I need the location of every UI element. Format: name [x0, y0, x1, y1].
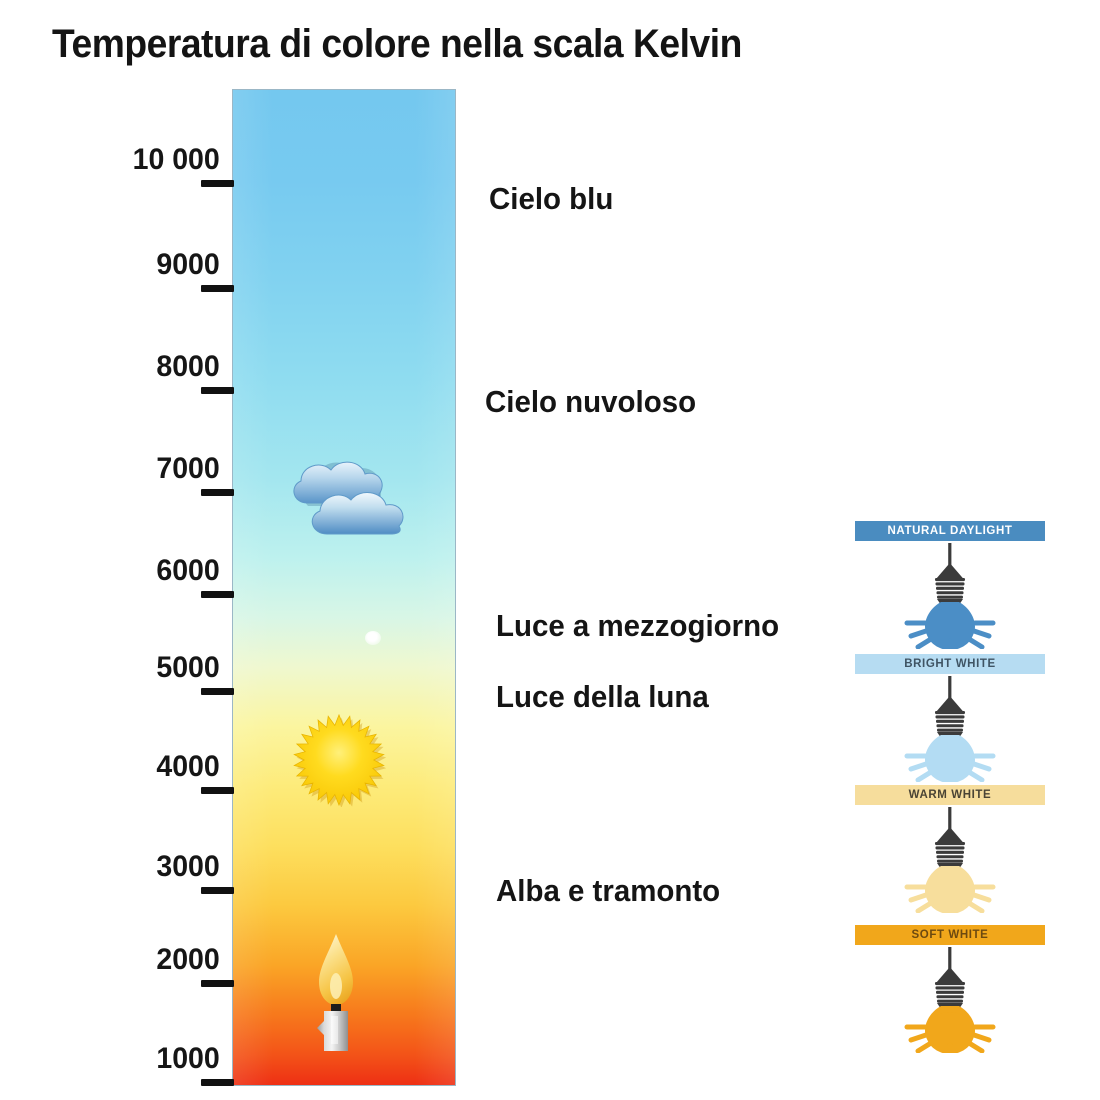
- bulb-card-label: WARM WHITE: [855, 785, 1045, 805]
- candle-icon: [317, 934, 353, 1051]
- scale-tick-label: 7000: [156, 452, 220, 485]
- description-label: Cielo blu: [489, 181, 614, 216]
- scale-tick-mark: [201, 787, 234, 794]
- scale-tick-label: 2000: [156, 943, 220, 976]
- description-label: Luce della luna: [496, 679, 709, 714]
- page-title: Temperatura di colore nella scala Kelvin: [52, 22, 742, 66]
- scale-tick-mark: [201, 285, 234, 292]
- bulb-card-label: NATURAL DAYLIGHT: [855, 521, 1045, 541]
- scale-tick-label: 5000: [156, 651, 220, 684]
- scale-tick-mark: [201, 180, 234, 187]
- description-label: Cielo nuvoloso: [485, 384, 697, 419]
- scale-tick-mark: [201, 489, 234, 496]
- bulb-illustration: [904, 543, 996, 649]
- description-label: Alba e tramonto: [496, 873, 721, 908]
- scale-tick-label: 6000: [156, 554, 220, 587]
- bulb-illustration: [904, 807, 996, 913]
- scale-tick-label: 1000: [156, 1042, 220, 1075]
- moon-icon: [365, 631, 381, 645]
- bulb-card[interactable]: SOFT WHITE: [855, 925, 1045, 1053]
- bulb-illustration: [904, 947, 996, 1053]
- bulb-card[interactable]: WARM WHITE: [855, 785, 1045, 913]
- scale-tick-mark: [201, 1079, 234, 1086]
- bulb-card-label: BRIGHT WHITE: [855, 654, 1045, 674]
- scale-tick-mark: [201, 387, 234, 394]
- sun-icon: [293, 713, 386, 807]
- scale-tick-label: 8000: [156, 350, 220, 383]
- bulb-card-label: SOFT WHITE: [855, 925, 1045, 945]
- scale-tick-label: 10 000: [132, 143, 220, 176]
- scale-tick-label: 3000: [156, 850, 220, 883]
- scale-tick-mark: [201, 591, 234, 598]
- bulb-card[interactable]: NATURAL DAYLIGHT: [855, 521, 1045, 649]
- kelvin-gradient-bar: [232, 89, 456, 1086]
- scale-tick-label: 9000: [156, 248, 220, 281]
- cloud-icon: [293, 461, 404, 535]
- description-label: Luce a mezzogiorno: [496, 608, 780, 643]
- scale-tick-mark: [201, 887, 234, 894]
- bulb-illustration: [904, 676, 996, 782]
- scale-tick-label: 4000: [156, 750, 220, 783]
- scale-tick-mark: [201, 688, 234, 695]
- scale-tick-mark: [201, 980, 234, 987]
- bulb-card[interactable]: BRIGHT WHITE: [855, 654, 1045, 782]
